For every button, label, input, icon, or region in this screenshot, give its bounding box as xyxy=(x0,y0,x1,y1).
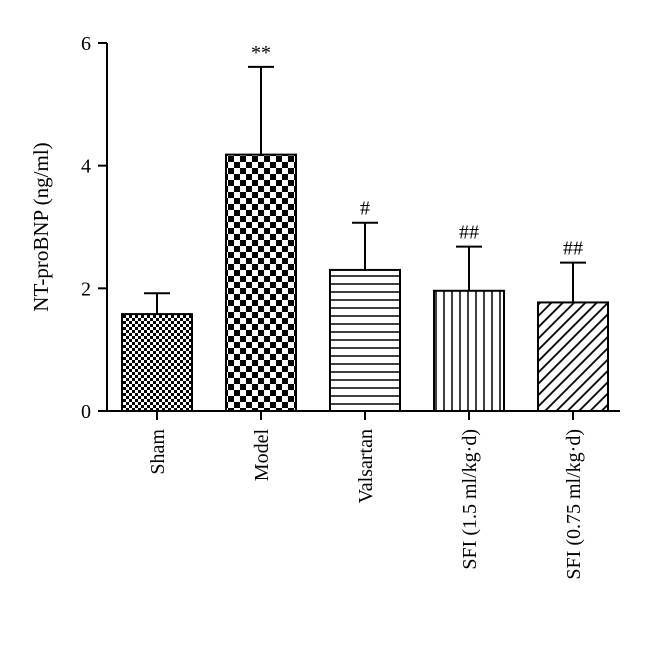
x-axis-labels: Sham Model Valsartan SFI (1.5 ml/kg·d) SFI (… xyxy=(147,411,585,580)
y-axis-title: NT-proBNP (ng/ml) xyxy=(29,142,53,311)
significance-marker: ## xyxy=(459,222,479,244)
x-category-label: SFI (0.75 ml/kg·d) xyxy=(563,429,585,580)
significance-marker: ## xyxy=(563,238,583,260)
bar xyxy=(537,301,609,412)
bars: **##### xyxy=(121,42,609,412)
bar xyxy=(225,153,297,412)
x-category-label: Valsartan xyxy=(355,429,377,503)
x-category-label: Model xyxy=(251,429,273,482)
y-tick-label: 4 xyxy=(81,156,91,178)
bar xyxy=(329,268,401,412)
bar xyxy=(121,313,193,412)
significance-marker: # xyxy=(360,198,370,220)
y-tick-label: 2 xyxy=(81,278,91,300)
bar xyxy=(433,289,505,412)
y-tick-label: 6 xyxy=(81,33,91,55)
significance-marker: ** xyxy=(251,42,271,64)
x-category-label: Sham xyxy=(147,429,169,475)
y-tick-label: 0 xyxy=(81,401,91,423)
x-category-label: SFI (1.5 ml/kg·d) xyxy=(459,429,481,570)
